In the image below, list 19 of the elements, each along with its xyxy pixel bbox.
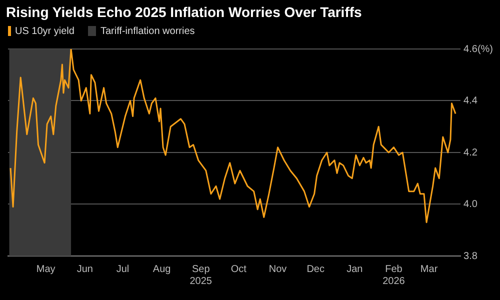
legend-label: US 10yr yield [15, 26, 74, 36]
y-tick-label: 4.0 [464, 199, 478, 210]
x-tick-label: Oct [230, 264, 247, 275]
legend-label: Tariff-inflation worries [100, 26, 195, 36]
x-tick-label: Jan [346, 264, 363, 275]
x-tick-label: Sep 2025 [190, 264, 212, 287]
x-tick-label: Feb 2026 [382, 264, 406, 287]
x-tick-label: May [36, 264, 56, 275]
x-tick-label: Jul [116, 264, 130, 275]
x-tick-label: Dec [306, 264, 324, 275]
x-tick-label: Mar [420, 264, 438, 275]
chart-title: Rising Yields Echo 2025 Inflation Worries Over Tariffs [5, 3, 363, 22]
y-tick-label: 4.2 [464, 147, 478, 158]
y-tick-label: 4.4 [464, 96, 478, 106]
x-tick-label: Nov [268, 264, 287, 275]
y-tick-label: 4.6(%) [464, 44, 493, 55]
y-tick-label: 3.8 [464, 250, 478, 262]
x-tick-label: Jun [76, 264, 93, 275]
x-tick-label: Aug [152, 264, 171, 275]
